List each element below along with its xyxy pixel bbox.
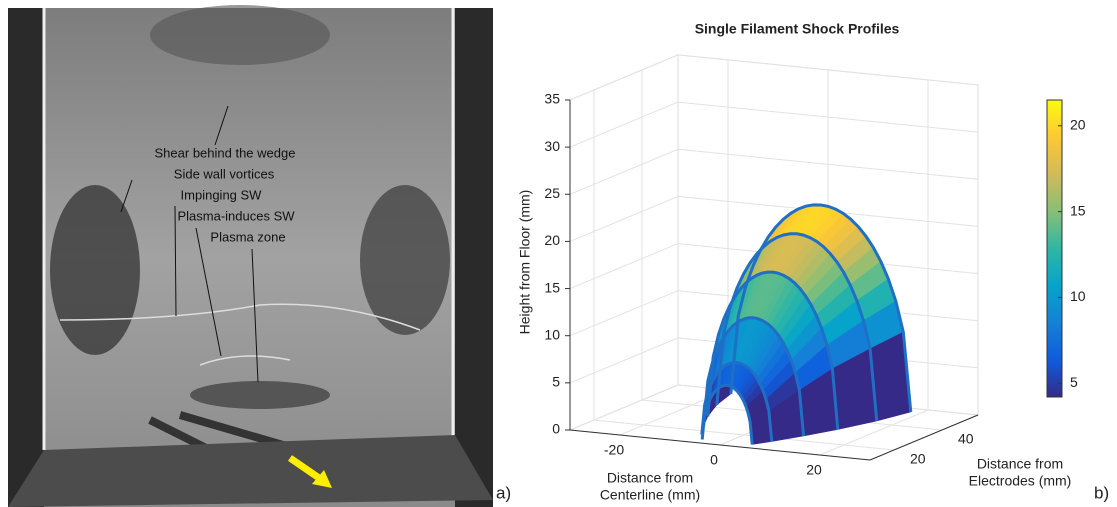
surface <box>700 203 913 445</box>
z-tick-label: 25 <box>544 185 560 201</box>
profile-line <box>715 232 879 422</box>
back-wall <box>569 54 679 431</box>
panel-label: b) <box>1094 483 1109 502</box>
z-tick-label: 10 <box>544 326 560 342</box>
grid-line <box>593 89 895 451</box>
y-tick-label: 40 <box>958 431 974 447</box>
x-axis-label: Centerline (mm) <box>600 487 700 503</box>
y-axis-label: Electrodes (mm) <box>969 473 1072 489</box>
z-tick-label: 20 <box>544 232 560 248</box>
colorbar-tick-label: 20 <box>1070 116 1086 132</box>
photo: Shear behind the wedge Side wall vortice… <box>8 5 493 507</box>
colorbar-tick-label: 5 <box>1070 374 1078 390</box>
colorbar <box>1046 99 1063 398</box>
z-tick-label: 35 <box>544 91 560 107</box>
x-tick-label: 20 <box>806 462 822 478</box>
profile-line <box>702 316 806 437</box>
z-axis-label: Height from Floor (mm) <box>517 190 533 335</box>
grid-line <box>569 54 979 101</box>
annotation: Side wall vortices <box>174 166 275 181</box>
grid-line <box>569 148 979 195</box>
y-axis-label: Distance from <box>977 456 1063 472</box>
annotation: Plasma zone <box>210 229 285 244</box>
annotation: Shear behind the wedge <box>155 145 296 160</box>
grid-line <box>569 195 979 242</box>
z-tick-label: 15 <box>544 279 560 295</box>
axis-line <box>869 414 979 461</box>
x-tick-label: -20 <box>604 442 624 458</box>
axis-line <box>569 429 871 461</box>
x-axis-label: Distance from <box>607 470 693 486</box>
colorbar-tick-label: 15 <box>1070 202 1086 218</box>
grid-line <box>569 101 979 148</box>
panel-label: a) <box>496 483 511 502</box>
z-tick-label: 30 <box>544 138 560 154</box>
colorbar-tick-label: 10 <box>1070 288 1086 304</box>
z-tick-label: 0 <box>552 421 560 437</box>
annotation-arrows <box>120 105 259 383</box>
annotation: Impinging SW <box>181 187 263 202</box>
profile-line <box>700 360 774 442</box>
grid-line <box>819 79 929 456</box>
y-tick-label: 20 <box>910 451 926 467</box>
x-tick-label: 0 <box>710 452 718 468</box>
z-tick-label: 5 <box>552 374 560 390</box>
profile-line <box>700 383 754 445</box>
annotation: Plasma-induces SW <box>177 208 295 223</box>
chart-title: Single Filament Shock Profiles <box>695 21 900 37</box>
profile-line <box>706 270 840 430</box>
